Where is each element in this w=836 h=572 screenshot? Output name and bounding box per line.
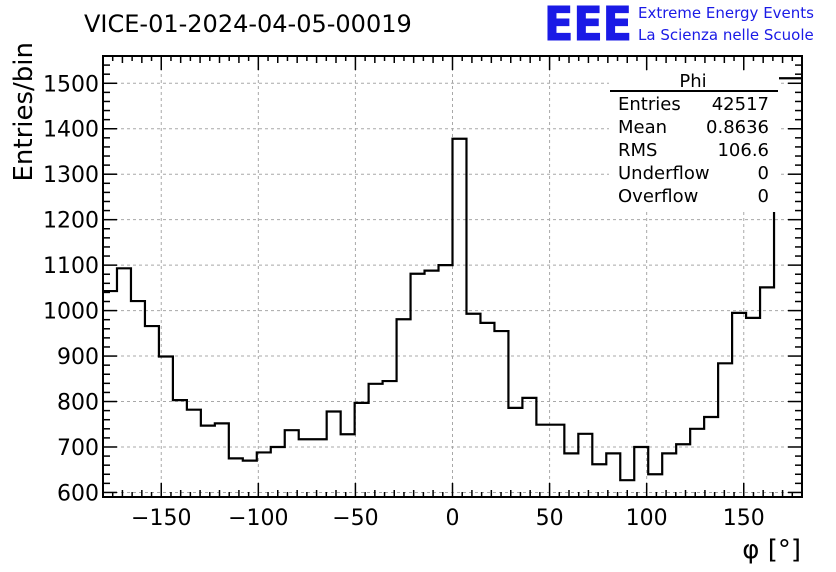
y-tick-label: 800	[57, 391, 99, 416]
stats-label: Entries	[618, 94, 681, 115]
y-tick-label: 900	[57, 345, 99, 370]
y-tick-label: 1300	[43, 163, 99, 188]
stats-label: RMS	[618, 140, 657, 161]
stats-row: RMS 106.6	[618, 140, 769, 161]
stats-box-background	[609, 72, 779, 212]
x-tick-label: −150	[131, 506, 191, 531]
y-tick-label: 1000	[43, 300, 99, 325]
stats-row: Underflow 0	[618, 163, 769, 184]
y-tick-label: 1400	[43, 118, 99, 143]
logo-line-1: Extreme Energy Events	[638, 4, 814, 22]
eee-logo: EEE	[544, 0, 632, 51]
stats-title: Phi	[679, 71, 706, 92]
tick-labels: −150 −100 −50 0 50 100 150 600 700 800 900 1000 1100…	[43, 72, 765, 531]
stats-label: Mean	[618, 117, 667, 138]
stats-row: Mean 0.8636	[618, 117, 769, 138]
stats-value: 42517	[712, 94, 769, 115]
x-tick-label: −50	[332, 506, 378, 531]
y-tick-label: 1100	[43, 254, 99, 279]
stats-box: Phi Entries 42517 Mean 0.8636 RMS 106.6 …	[609, 71, 779, 212]
x-tick-label: 100	[626, 506, 668, 531]
stats-value: 0.8636	[706, 117, 769, 138]
run-title: VICE-01-2024-04-05-00019	[84, 10, 412, 38]
histogram-line	[103, 77, 802, 482]
axis-ticks	[103, 56, 802, 497]
x-axis-title: φ [°]	[742, 535, 801, 565]
stats-value: 0	[758, 163, 769, 184]
x-tick-label: −100	[228, 506, 288, 531]
y-tick-label: 600	[57, 481, 99, 506]
stats-row: Overflow 0	[618, 186, 769, 207]
x-tick-label: 150	[723, 506, 765, 531]
stats-label: Overflow	[618, 186, 698, 207]
x-tick-label: 0	[446, 506, 460, 531]
y-tick-label: 1500	[43, 72, 99, 97]
stats-row: Entries 42517	[618, 94, 769, 115]
y-tick-label: 700	[57, 436, 99, 461]
x-tick-label: 50	[536, 506, 564, 531]
y-tick-label: 1200	[43, 209, 99, 234]
y-axis-title: Entries/bin	[9, 42, 39, 182]
logo-line-2: La Scienza nelle Scuole	[638, 26, 814, 44]
stats-label: Underflow	[618, 163, 710, 184]
stats-value: 0	[758, 186, 769, 207]
stats-value: 106.6	[717, 140, 769, 161]
